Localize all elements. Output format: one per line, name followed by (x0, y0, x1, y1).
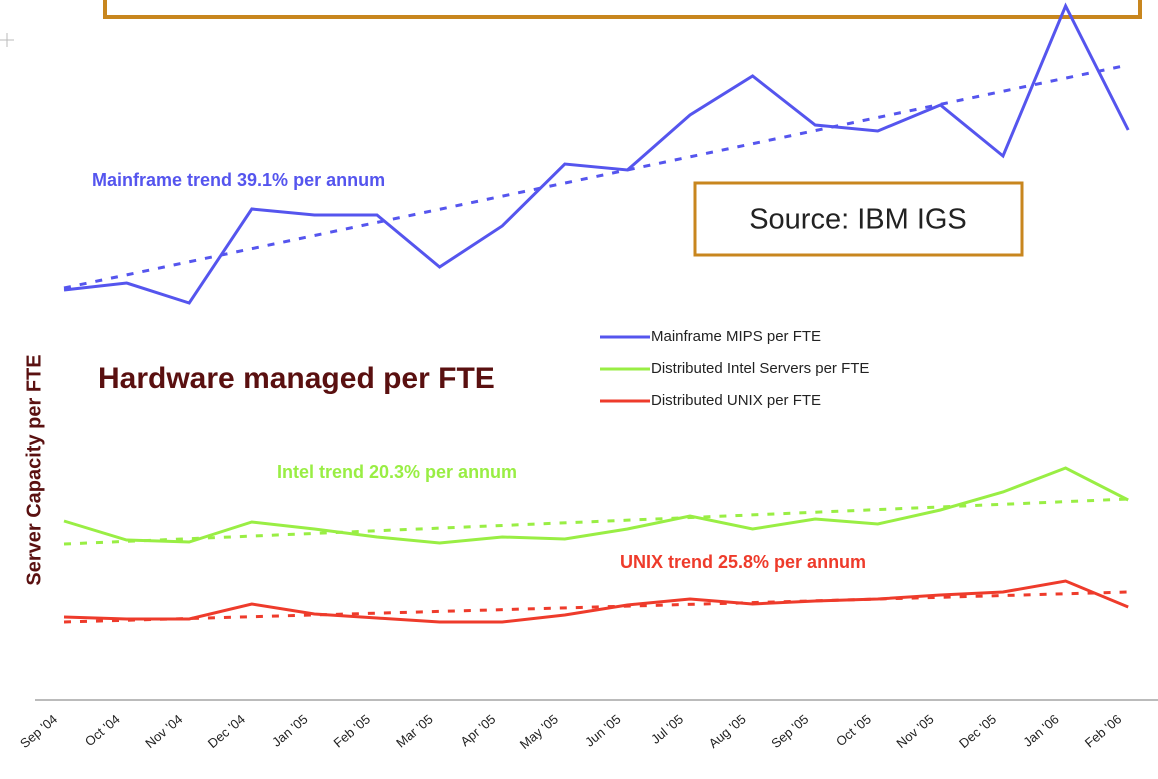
x-tick-label: May '05 (517, 711, 561, 751)
source: Source: IBM IGS (749, 204, 967, 236)
y-axis-label: Server Capacity per FTE (23, 354, 45, 585)
legend-label: Mainframe MIPS per FTE (651, 328, 821, 345)
legend-label: Distributed UNIX per FTE (651, 392, 821, 409)
annotation: Intel trend 20.3% per annum (277, 462, 517, 482)
x-tick-label: Nov '04 (142, 711, 185, 751)
x-tick-label: Oct '05 (833, 711, 874, 749)
x-tick-label: Oct '04 (82, 711, 123, 749)
x-tick-label: Jul '05 (648, 711, 686, 746)
series-line (63, 579, 1129, 624)
chart-title: Hardware managed per FTE (98, 362, 495, 395)
x-tick-label: Jan '06 (1020, 711, 1061, 749)
trend-line (63, 497, 1129, 546)
x-tick-label: Feb '06 (1082, 711, 1125, 750)
x-tick-label: Jun '05 (582, 711, 623, 749)
trend-line (63, 63, 1129, 290)
series-line (63, 466, 1129, 545)
x-tick-label: Feb '05 (331, 711, 374, 750)
x-tick-label: Aug '05 (706, 711, 749, 751)
annotation: UNIX trend 25.8% per annum (620, 552, 866, 572)
source-box (693, 181, 1024, 257)
annotation: Mainframe trend 39.1% per annum (92, 170, 385, 190)
trend-line (63, 590, 1129, 624)
legend-label: Distributed Intel Servers per FTE (651, 360, 869, 377)
series-line (63, 2, 1130, 305)
x-tick-label: Nov '05 (893, 711, 936, 751)
x-tick-label: Mar '05 (393, 711, 436, 750)
x-tick-label: Apr '05 (457, 711, 498, 749)
x-tick-label: Jan '05 (269, 711, 310, 749)
x-tick-label: Sep '04 (17, 711, 60, 751)
x-tick-label: Sep '05 (768, 711, 811, 751)
x-tick-label: Dec '05 (956, 711, 999, 751)
x-tick-label: Dec '04 (205, 711, 248, 751)
header-box (103, 0, 1142, 19)
